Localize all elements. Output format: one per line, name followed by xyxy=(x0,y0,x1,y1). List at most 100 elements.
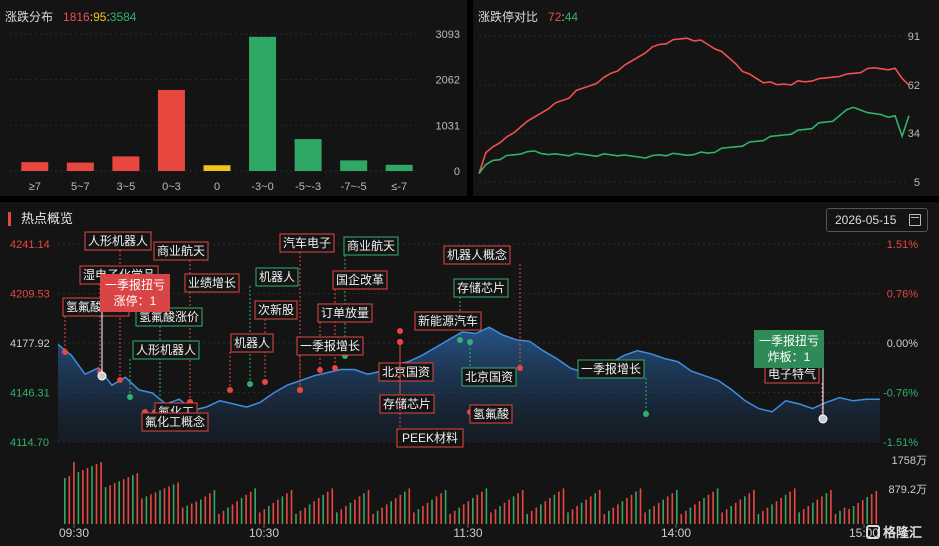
concept-tag[interactable] xyxy=(317,303,373,323)
date-picker[interactable]: 2026-05-15 xyxy=(826,208,928,232)
concept-tag[interactable] xyxy=(296,336,364,356)
concept-tag[interactable] xyxy=(153,241,209,261)
x-tick-label: 14:00 xyxy=(661,526,691,540)
concept-tag[interactable] xyxy=(396,428,464,448)
x-tick-label: 11:30 xyxy=(453,526,482,540)
y-tick-label: 3093 xyxy=(436,29,460,41)
concept-tag[interactable] xyxy=(332,270,388,290)
volume-bar xyxy=(825,493,828,524)
volume-bar xyxy=(358,496,361,524)
volume-bar xyxy=(281,496,284,524)
volume-bar xyxy=(508,499,510,524)
tag-dot xyxy=(317,367,323,373)
volume-bar xyxy=(662,499,664,524)
y-tick-label: 5 xyxy=(914,177,920,189)
volume-bar xyxy=(603,514,606,524)
volume-bar xyxy=(540,504,542,524)
volume-bar xyxy=(653,506,655,524)
volume-bar xyxy=(834,514,837,524)
volume-bar xyxy=(870,494,873,524)
volume-bar xyxy=(417,509,420,524)
volume-bar xyxy=(780,498,782,524)
y-tick-right: 1.51% xyxy=(887,239,918,251)
event-callout[interactable] xyxy=(100,274,170,312)
concept-tag[interactable] xyxy=(230,333,274,353)
tag-dot xyxy=(397,328,403,334)
tag-dot xyxy=(247,381,253,387)
volume-bar xyxy=(816,499,819,524)
brand-logo: 格隆汇 xyxy=(866,522,922,541)
volume-bar xyxy=(571,509,574,524)
volume-bar xyxy=(449,514,451,524)
bar xyxy=(340,160,368,171)
volume-bar xyxy=(231,504,234,524)
bar xyxy=(294,139,322,171)
volume-bar xyxy=(503,502,506,524)
concept-tag[interactable] xyxy=(84,231,152,251)
volume-bar xyxy=(698,501,701,524)
volume-bar xyxy=(204,496,207,524)
volume-bar xyxy=(141,498,143,524)
volume-bar xyxy=(122,479,125,524)
concept-tag[interactable] xyxy=(379,394,435,414)
volume-bar xyxy=(64,478,66,524)
concept-tag[interactable] xyxy=(461,367,517,387)
volume-bar xyxy=(308,504,311,524)
x-tick-label: -5~-3 xyxy=(295,181,321,193)
concept-tag-text: 次新股 xyxy=(258,302,294,317)
concept-tag-text: 一季报增长 xyxy=(300,338,360,353)
volume-bar xyxy=(730,506,732,524)
concept-tag[interactable] xyxy=(184,273,240,293)
concept-tag-text: 氢氟酸涨价 xyxy=(139,309,199,324)
concept-tag[interactable] xyxy=(255,267,299,287)
tag-dot xyxy=(117,377,123,383)
concept-tag[interactable] xyxy=(577,359,645,379)
event-callout[interactable] xyxy=(754,330,824,368)
volume-bar xyxy=(875,491,878,524)
volume-bar xyxy=(222,510,225,524)
volume-bar xyxy=(367,490,370,524)
concept-tag[interactable] xyxy=(469,404,513,424)
concept-tag-text: 商业航天 xyxy=(347,238,395,253)
volume-bar xyxy=(186,505,188,524)
x-tick-label: ≤-7 xyxy=(391,181,407,193)
calendar-icon[interactable] xyxy=(909,214,921,226)
concept-tag[interactable] xyxy=(279,233,335,253)
compare-title-row: 涨跌停对比 72:44 xyxy=(478,8,578,25)
concept-tag[interactable] xyxy=(378,362,434,382)
concept-tag-text: 机器人 xyxy=(234,336,270,350)
concept-tag-text: 国企改革 xyxy=(336,272,384,287)
volume-bar xyxy=(526,514,528,524)
volume-bar xyxy=(635,491,637,524)
up-count: 1816 xyxy=(63,10,90,24)
volume-bar xyxy=(258,512,261,524)
concept-tag[interactable] xyxy=(132,340,200,360)
x-tick-label: 0~3 xyxy=(162,181,181,193)
volume-bar xyxy=(245,494,247,524)
volume-bar xyxy=(313,501,315,524)
volume-bar xyxy=(680,514,683,524)
concept-tag[interactable] xyxy=(254,300,298,320)
concept-tag[interactable] xyxy=(443,245,511,265)
volume-bar xyxy=(200,499,202,524)
volume-bar xyxy=(544,501,547,524)
concept-tag-text: 新能源汽车 xyxy=(418,313,478,328)
volume-bar xyxy=(109,485,111,524)
volume-bar xyxy=(172,484,175,524)
volume-bar xyxy=(435,496,438,524)
concept-tag[interactable] xyxy=(343,236,399,256)
tag-dot xyxy=(62,349,68,355)
volume-bar xyxy=(317,498,320,524)
volume-bar xyxy=(676,490,678,524)
volume-bar xyxy=(775,501,778,524)
bar xyxy=(157,89,185,171)
volume-bar xyxy=(608,510,610,524)
sep: : xyxy=(106,10,110,24)
concept-tag[interactable] xyxy=(453,278,509,298)
concept-tag[interactable] xyxy=(141,412,209,432)
x-tick-label: 0 xyxy=(214,181,220,193)
volume-bar xyxy=(249,491,252,524)
concept-tag[interactable] xyxy=(414,311,482,331)
volume-bar xyxy=(617,504,619,524)
bar xyxy=(66,162,94,171)
